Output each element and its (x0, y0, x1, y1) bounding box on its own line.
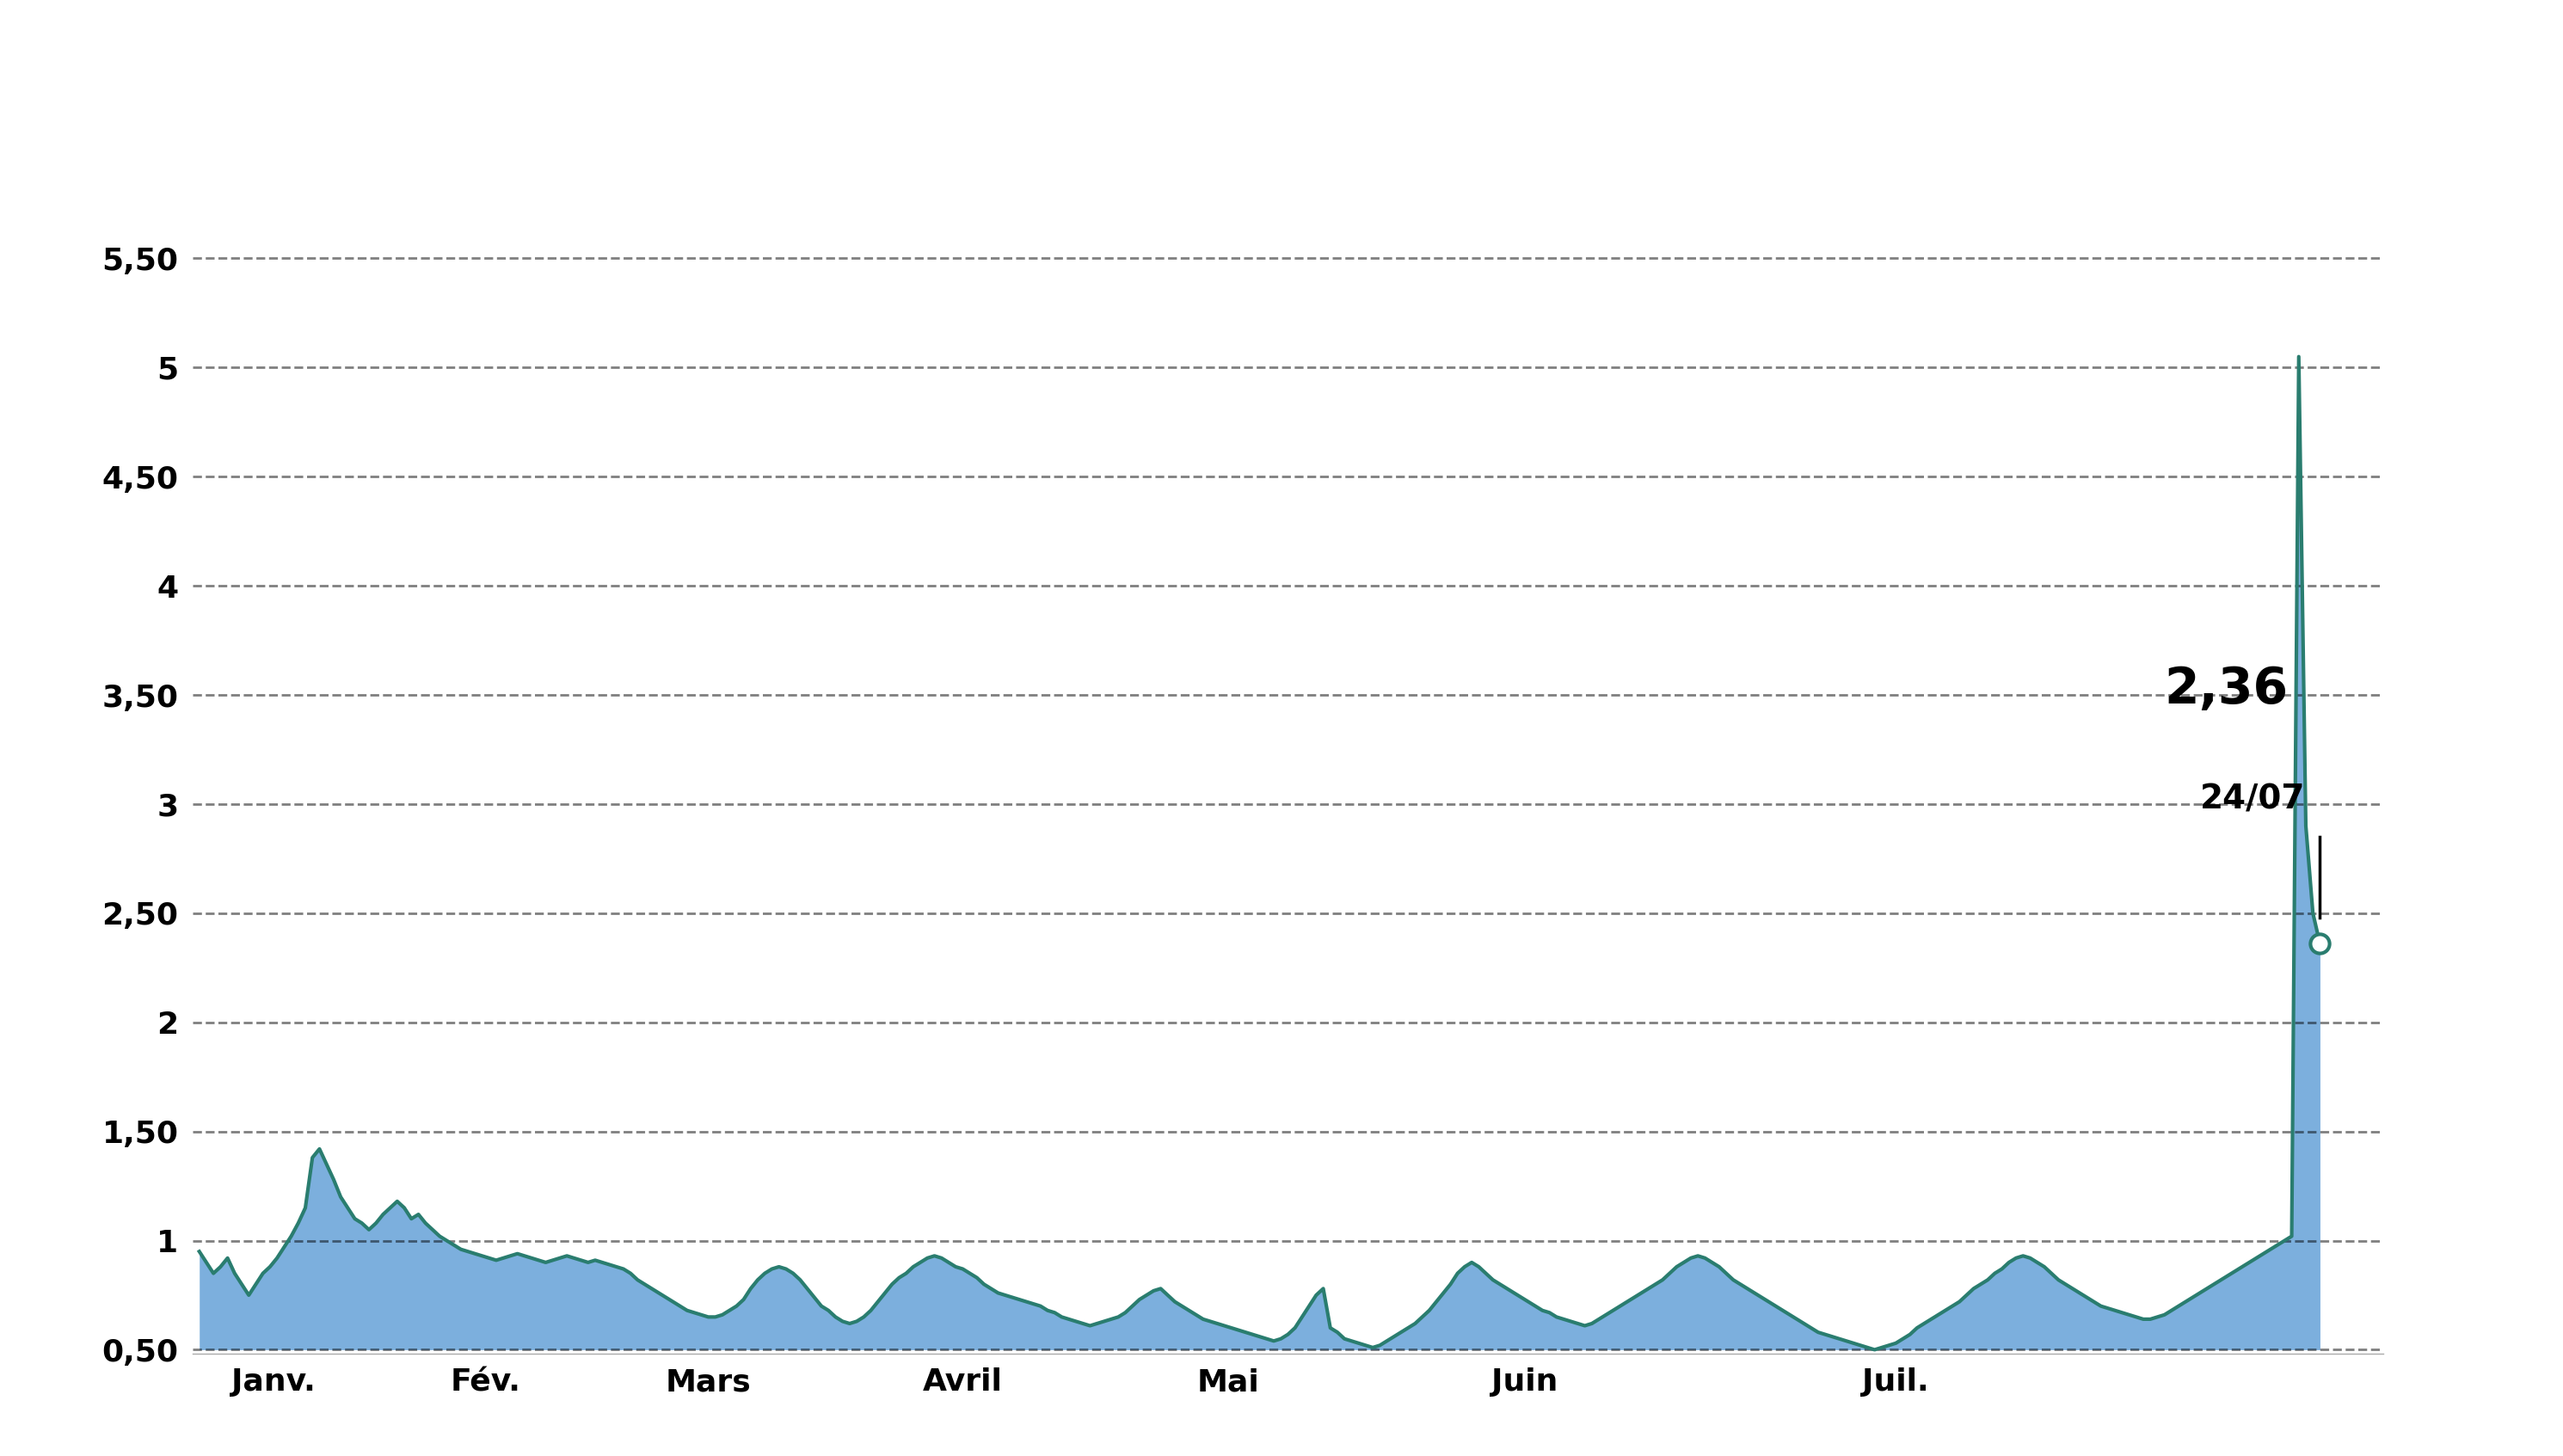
Text: 2,36: 2,36 (2163, 665, 2289, 713)
Text: MIRA Pharmaceuticals, Inc.: MIRA Pharmaceuticals, Inc. (748, 50, 1815, 118)
Text: 24/07: 24/07 (2199, 783, 2304, 815)
